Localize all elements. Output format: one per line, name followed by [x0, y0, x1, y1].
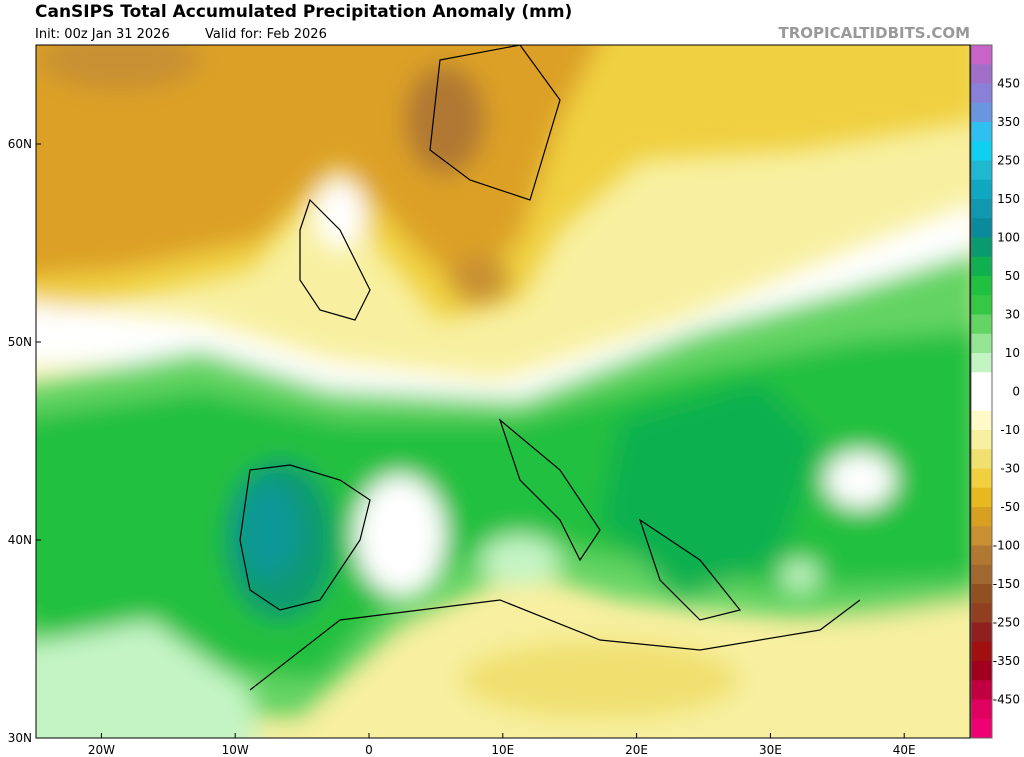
lon-tick-label: 20E — [625, 743, 648, 757]
colorbar-swatch — [971, 410, 992, 431]
colorbar-swatch — [971, 603, 992, 623]
colorbar-swatch — [971, 295, 992, 315]
colorbar-swatch — [971, 218, 992, 238]
colorbar-frame — [970, 44, 993, 739]
colorbar-label: 50 — [1005, 269, 1020, 283]
colorbar-swatch — [971, 584, 992, 604]
colorbar-swatch — [971, 507, 992, 527]
colorbar-swatch — [971, 314, 992, 335]
colorbar-swatch — [971, 83, 992, 104]
colorbar-swatch — [971, 353, 992, 373]
colorbar-label: -10 — [1000, 423, 1020, 437]
colorbar-swatch — [971, 661, 992, 681]
colorbar-swatch — [971, 122, 992, 142]
colorbar-swatch — [971, 449, 992, 469]
colorbar-swatch — [971, 276, 992, 296]
lon-tick-label: 20W — [88, 743, 115, 757]
colorbar-label: 30 — [1005, 308, 1020, 322]
colorbar-swatch — [971, 45, 992, 65]
colorbar-swatch — [971, 160, 992, 181]
colorbar-label: 450 — [997, 77, 1020, 91]
lon-tick-label: 40E — [893, 743, 916, 757]
colorbar-swatch — [971, 333, 992, 354]
colorbar-label: 350 — [997, 115, 1020, 129]
colorbar-swatch — [971, 391, 992, 412]
lon-tick-label: 10E — [491, 743, 514, 757]
colorbar-label: -150 — [993, 577, 1020, 591]
colorbar-swatch — [971, 372, 992, 392]
colorbar-swatch — [971, 256, 992, 277]
coastlines — [239, 45, 861, 691]
colorbar-label: -50 — [1000, 500, 1020, 514]
title: CanSIPS Total Accumulated Precipitation … — [35, 2, 572, 22]
colorbar-label: -350 — [993, 654, 1020, 668]
lon-tick-label: 0 — [365, 743, 373, 757]
colorbar-swatch — [971, 179, 992, 200]
colorbar: 4503502501501005030100-10-30-50-100-150-… — [970, 44, 1020, 739]
colorbar-label: 150 — [997, 192, 1020, 206]
lon-tick-label: 10W — [222, 743, 249, 757]
colorbar-swatch — [971, 430, 992, 450]
colorbar-swatch — [971, 641, 992, 662]
colorbar-label: -250 — [993, 616, 1020, 630]
source: TROPICALTIDBITS.COM — [779, 24, 971, 42]
lon-tick-label: 30E — [759, 743, 782, 757]
colorbar-label: 250 — [997, 154, 1020, 168]
colorbar-swatch — [971, 564, 992, 585]
colorbar-swatch — [971, 237, 992, 258]
colorbar-swatch — [971, 718, 992, 739]
colorbar-swatch — [971, 199, 992, 219]
lat-tick-label: 30N — [8, 731, 32, 745]
colorbar-label: -450 — [993, 693, 1020, 707]
init-time: Init: 00z Jan 31 2026 — [35, 27, 170, 42]
colorbar-swatch — [971, 102, 992, 123]
colorbar-swatch — [971, 487, 992, 508]
colorbar-swatch — [971, 64, 992, 84]
colorbar-label: 10 — [1005, 346, 1020, 360]
valid-time: Valid for: Feb 2026 — [205, 27, 327, 42]
axes: 20W 10W 0 10E 20E 30E 40E 60N 50N 40N 30N — [8, 137, 916, 757]
map — [36, 45, 970, 738]
lat-tick-label: 60N — [8, 137, 32, 151]
colorbar-swatch — [971, 526, 992, 546]
colorbar-swatch — [971, 141, 992, 161]
colorbar-label: 0 — [1012, 385, 1020, 399]
colorbar-swatch — [971, 468, 992, 489]
colorbar-swatch — [971, 680, 992, 700]
colorbar-swatch — [971, 699, 992, 720]
colorbar-swatch — [971, 545, 992, 566]
lat-tick-label: 40N — [8, 533, 32, 547]
colorbar-label: -100 — [993, 539, 1020, 553]
colorbar-label: -30 — [1000, 462, 1020, 476]
colorbar-swatch — [971, 622, 992, 643]
colorbar-label: 100 — [997, 231, 1020, 245]
lat-tick-label: 50N — [8, 335, 32, 349]
